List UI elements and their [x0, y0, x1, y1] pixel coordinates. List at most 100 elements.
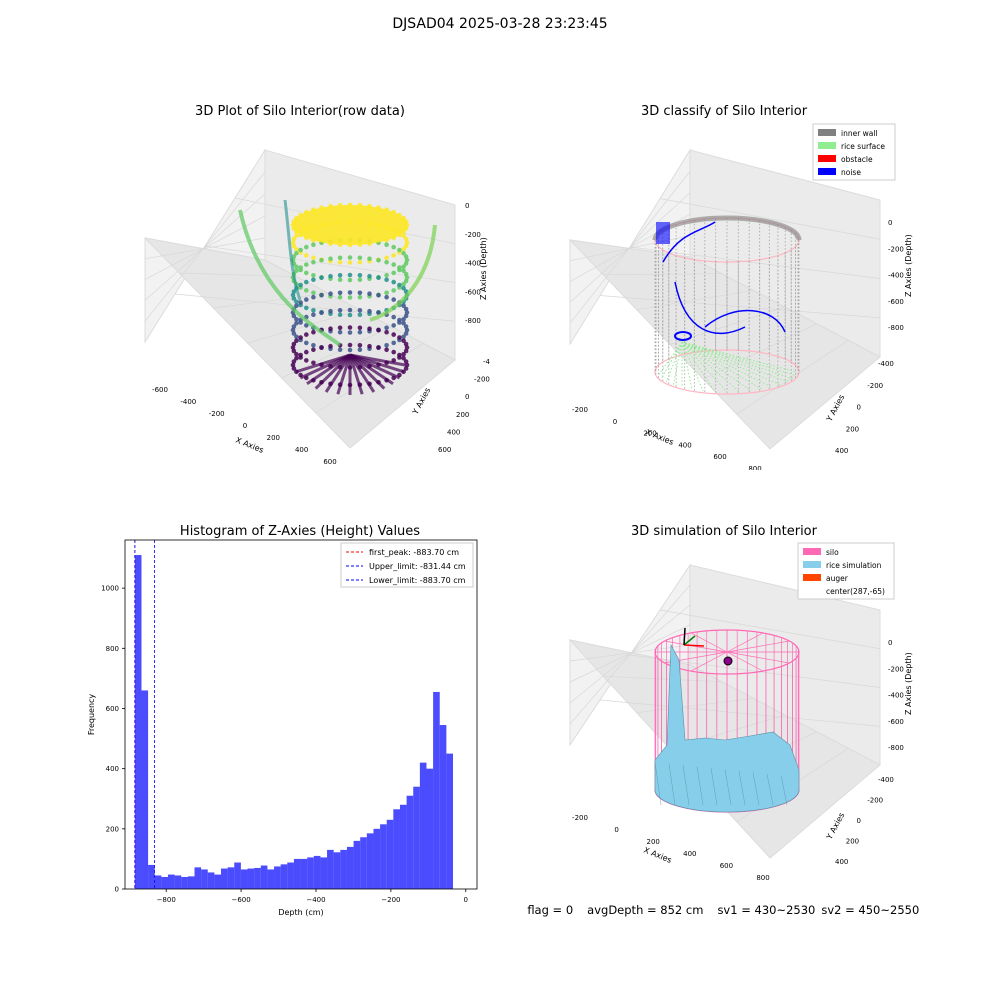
y-tick: -200: [474, 376, 490, 384]
data-point: [311, 329, 316, 335]
x-tick: 0: [243, 422, 247, 430]
data-point: [391, 253, 397, 258]
bottom-spread: [348, 354, 364, 395]
rice-mesh-line: [696, 766, 704, 806]
data-point: [403, 324, 409, 329]
histogram-bar: [393, 809, 400, 889]
bottom-spread: [324, 354, 352, 393]
data-point: [291, 243, 297, 249]
data-point: [294, 264, 299, 270]
data-point: [357, 255, 363, 261]
y-tick: 400: [835, 447, 848, 455]
data-point: [404, 345, 410, 350]
histogram-bar: [207, 872, 215, 889]
data-point: [404, 327, 410, 333]
data-point: [391, 288, 397, 293]
data-point: [291, 331, 297, 336]
data-point: [384, 343, 389, 348]
data-point: [391, 279, 397, 285]
rice-mesh-line: [668, 763, 676, 806]
x-axis-label: Depth (cm): [278, 908, 323, 917]
legend-swatch: [803, 561, 821, 568]
y-tick: -200: [867, 797, 883, 805]
data-point: [337, 347, 343, 352]
sv2-text: sv2 = 450~2550: [821, 903, 920, 917]
grid-line: [179, 272, 297, 278]
data-point: [391, 323, 397, 328]
data-point: [384, 290, 389, 296]
rice-mesh-line: [682, 764, 690, 806]
data-point: [401, 250, 406, 256]
arc-left: [238, 209, 342, 347]
legend-swatch: [818, 129, 836, 136]
histogram-bar: [399, 804, 407, 889]
data-point: [403, 254, 409, 259]
data-point: [347, 325, 353, 330]
data-point: [391, 270, 397, 276]
x-tick: 400: [683, 850, 696, 858]
rice-mesh-line: [654, 761, 662, 806]
data-point: [384, 294, 389, 300]
silo-roof-wire: [726, 640, 790, 653]
rice-simulation-surface: [654, 643, 800, 813]
y-tick-label: 0: [115, 886, 119, 894]
classify-plot-title: 3D classify of Silo Interior: [640, 104, 808, 119]
data-point: [397, 352, 402, 358]
histogram-legend: first_peak: -883.70 cm Upper_limit: -831.…: [340, 542, 474, 588]
data-point: [401, 264, 406, 270]
bottom-spread: [348, 354, 376, 393]
data-point: [304, 340, 309, 346]
histogram-bar: [187, 876, 195, 889]
silo-roof-wire: [726, 632, 764, 653]
x-tick: 600: [323, 458, 336, 466]
legend-label: rice surface: [841, 142, 885, 151]
histogram-bar: [201, 869, 208, 889]
data-point: [311, 347, 316, 352]
histogram-bar: [439, 725, 447, 889]
data-point: [401, 317, 406, 322]
z-tick: -200: [465, 231, 481, 239]
axis-z-indicator: [683, 627, 686, 646]
data-point: [337, 294, 343, 300]
x-axis-label: X Axies: [642, 846, 673, 865]
histogram-bar: [167, 874, 175, 889]
grid-line: [144, 193, 266, 301]
grid-line: [174, 293, 456, 322]
classify-3d-plot: -200 0 200 400 600 800 400 200 0 -200 -400 0 -200 -40…: [568, 123, 913, 470]
rice-surface-points: [681, 341, 788, 383]
z-tick: 0: [888, 219, 892, 227]
data-point: [403, 348, 409, 354]
z-tick: -200: [888, 245, 904, 253]
histogram-bar: [300, 858, 308, 889]
data-point: [397, 317, 402, 323]
data-point: [391, 244, 397, 250]
histogram-bar: [426, 768, 434, 889]
data-point: [298, 335, 303, 340]
rice-mesh-line: [738, 770, 746, 806]
data-point: [347, 347, 353, 353]
data-point: [291, 341, 297, 347]
legend-label: Lower_limit: -883.70 cm: [369, 576, 466, 585]
data-point: [347, 342, 353, 348]
data-point: [294, 299, 299, 305]
data-point: [337, 329, 343, 335]
floor-pane: [568, 239, 881, 450]
data-point: [290, 292, 296, 298]
legend-label: auger: [826, 574, 849, 583]
x-tick-label: −800: [157, 896, 176, 904]
x-tick: 200: [643, 430, 656, 438]
data-point: [347, 260, 353, 265]
z-tick: -600: [888, 298, 904, 306]
y-tick: 0: [857, 817, 861, 825]
histogram-bar: [174, 875, 182, 889]
data-point: [319, 310, 324, 315]
data-point: [357, 329, 363, 335]
z-axis-label: Z Axies (Depth): [904, 234, 913, 297]
data-point: [403, 278, 409, 284]
y-tick: 400: [447, 428, 460, 436]
data-point: [401, 334, 406, 340]
data-point: [319, 345, 324, 350]
data-point: [357, 343, 363, 348]
data-point: [291, 296, 297, 301]
data-point: [337, 325, 343, 331]
